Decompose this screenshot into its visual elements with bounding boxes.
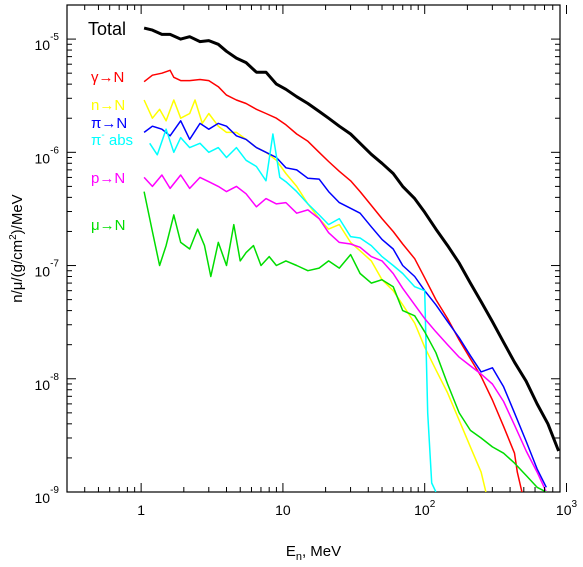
y-tick-label: 10-6 (35, 145, 60, 166)
y-axis-title-superscript: 2 (8, 234, 19, 240)
series-line-0 (143, 26, 560, 452)
x-tick-label: 102 (414, 499, 436, 518)
x-axis-title: En, MeV (286, 543, 341, 563)
legend-label-superscript: - (101, 130, 104, 141)
x-axis-title-subscript: n (296, 551, 302, 563)
series-line-5 (143, 174, 547, 492)
legend-label-5: p→N (91, 170, 125, 187)
series-line-2 (143, 99, 487, 492)
y-tick-label-base: 10 (35, 490, 51, 506)
y-tick-label-exponent: -5 (50, 32, 59, 43)
x-tick-label-base: 10 (414, 502, 430, 518)
series-line-1 (143, 69, 523, 492)
y-tick-label-base: 10 (35, 377, 51, 393)
y-tick-label-exponent: -9 (50, 485, 59, 496)
y-tick-label: 10-5 (35, 32, 60, 53)
legend-label-1: γ→N (91, 69, 124, 86)
y-tick-label: 10-7 (35, 259, 60, 280)
legend-label-6: μ→N (91, 217, 125, 234)
y-tick-label-base: 10 (35, 37, 51, 53)
legend-label-base: π (91, 132, 101, 149)
legend-label-3: π→N (91, 115, 127, 132)
x-axis-title-rest: , MeV (302, 543, 341, 560)
x-tick-label: 1 (137, 502, 145, 518)
y-tick-label-base: 10 (35, 150, 51, 166)
legend-label-4: π- abs (91, 130, 133, 149)
x-tick-label: 103 (556, 499, 578, 518)
x-tick-label-base: 10 (275, 502, 291, 518)
legend-label-rest: abs (105, 132, 133, 149)
y-tick-label: 10-9 (35, 485, 60, 506)
series-layer (143, 26, 560, 492)
y-tick-label-base: 10 (35, 264, 51, 280)
y-tick-label-exponent: -7 (50, 259, 59, 270)
y-tick-label-exponent: -8 (50, 372, 59, 383)
y-axis-title-part1: n/μ/(g/cm (9, 240, 26, 303)
x-tick-label: 10 (275, 502, 291, 518)
x-tick-label-base: 1 (137, 502, 145, 518)
plot-frame (66, 4, 561, 493)
legend-label-0: Total (88, 19, 126, 39)
x-tick-label-exponent: 2 (430, 499, 436, 510)
y-tick-label-exponent: -6 (50, 145, 59, 156)
series-line-3 (143, 120, 547, 488)
y-axis-title-part2: )/MeV (9, 194, 26, 234)
x-tick-label-exponent: 3 (571, 499, 577, 510)
series-line-4 (149, 128, 437, 492)
legend-label-2: n→N (91, 97, 125, 114)
y-axis-title: n/μ/(g/cm2)/MeV (8, 194, 26, 302)
x-tick-label-base: 10 (556, 502, 572, 518)
x-axis-title-base: E (286, 543, 296, 560)
y-tick-label: 10-8 (35, 372, 60, 393)
series-line-6 (143, 191, 547, 492)
legend: Total γ→N n→Nπ→Nπ- abs p→N μ→N (88, 19, 133, 234)
